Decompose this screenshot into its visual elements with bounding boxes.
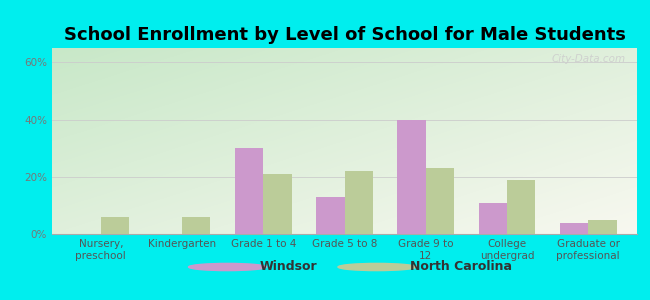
Bar [560,223,588,234]
Text: City-Data.com: City-Data.com [551,54,625,64]
Circle shape [188,263,266,271]
Title: School Enrollment by Level of School for Male Students: School Enrollment by Level of School for… [64,26,625,44]
Bar [235,148,263,234]
Bar [182,217,211,234]
Bar [588,220,617,234]
Bar [316,197,344,234]
Text: North Carolina: North Carolina [410,260,512,274]
Bar [101,217,129,234]
Text: Windsor: Windsor [260,260,318,274]
Bar [263,174,292,234]
Bar [397,119,426,234]
Bar [426,168,454,234]
Bar [478,202,507,234]
Bar [344,171,373,234]
Circle shape [338,263,416,271]
Bar [507,180,536,234]
